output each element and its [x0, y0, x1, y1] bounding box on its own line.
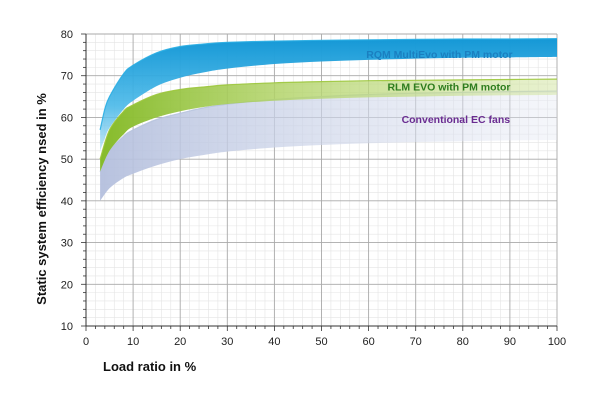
- series-label-rqm-multievo-with-pm-motor: RQM MultiEvo with PM motor: [366, 49, 512, 61]
- axes: [81, 33, 558, 331]
- band-upper-edge: [99, 78, 558, 160]
- x-tick-label: 60: [362, 336, 374, 348]
- y-tick-label: 80: [61, 29, 73, 41]
- y-tick-label: 10: [61, 321, 73, 333]
- x-tick-label: 100: [548, 336, 566, 348]
- x-tick-label: 50: [315, 336, 327, 348]
- band-rqm-multievo-with-pm-motor: [100, 38, 557, 151]
- x-tick-label: 0: [83, 336, 89, 348]
- x-tick-label: 70: [410, 336, 422, 348]
- band-conventional-ec-fans: [100, 91, 557, 201]
- x-tick-label: 20: [174, 336, 186, 348]
- y-tick-label: 60: [61, 112, 73, 124]
- series-labels: Conventional EC fans RLM EVO with PM moto…: [366, 49, 512, 126]
- series-label-rlm-evo-with-pm-motor: RLM EVO with PM motor: [387, 82, 510, 94]
- band-rlm-evo-with-pm-motor: [100, 79, 557, 172]
- x-tick-label: 90: [504, 336, 516, 348]
- y-tick-label: 20: [61, 279, 73, 291]
- x-axis-title: Load ratio in %: [103, 359, 197, 374]
- band-upper-edge: [99, 38, 558, 131]
- x-tick-label: 30: [221, 336, 233, 348]
- y-tick-label: 70: [61, 71, 73, 83]
- x-tick-label: 10: [127, 336, 139, 348]
- series-bands: [99, 38, 558, 201]
- x-tick-label: 80: [457, 336, 469, 348]
- y-tick-label: 40: [61, 196, 73, 208]
- tick-labels: 0 10 20 30 40 50 60 70 80 90 100 10 20 30 40 50 60 70 80: [61, 29, 566, 348]
- y-axis-title: Static system efficiency nsed in %: [34, 93, 49, 305]
- series-label-conventional-ec-fans: Conventional EC fans: [402, 114, 511, 126]
- x-tick-label: 40: [268, 336, 280, 348]
- y-tick-label: 50: [61, 154, 73, 166]
- y-tick-label: 30: [61, 238, 73, 250]
